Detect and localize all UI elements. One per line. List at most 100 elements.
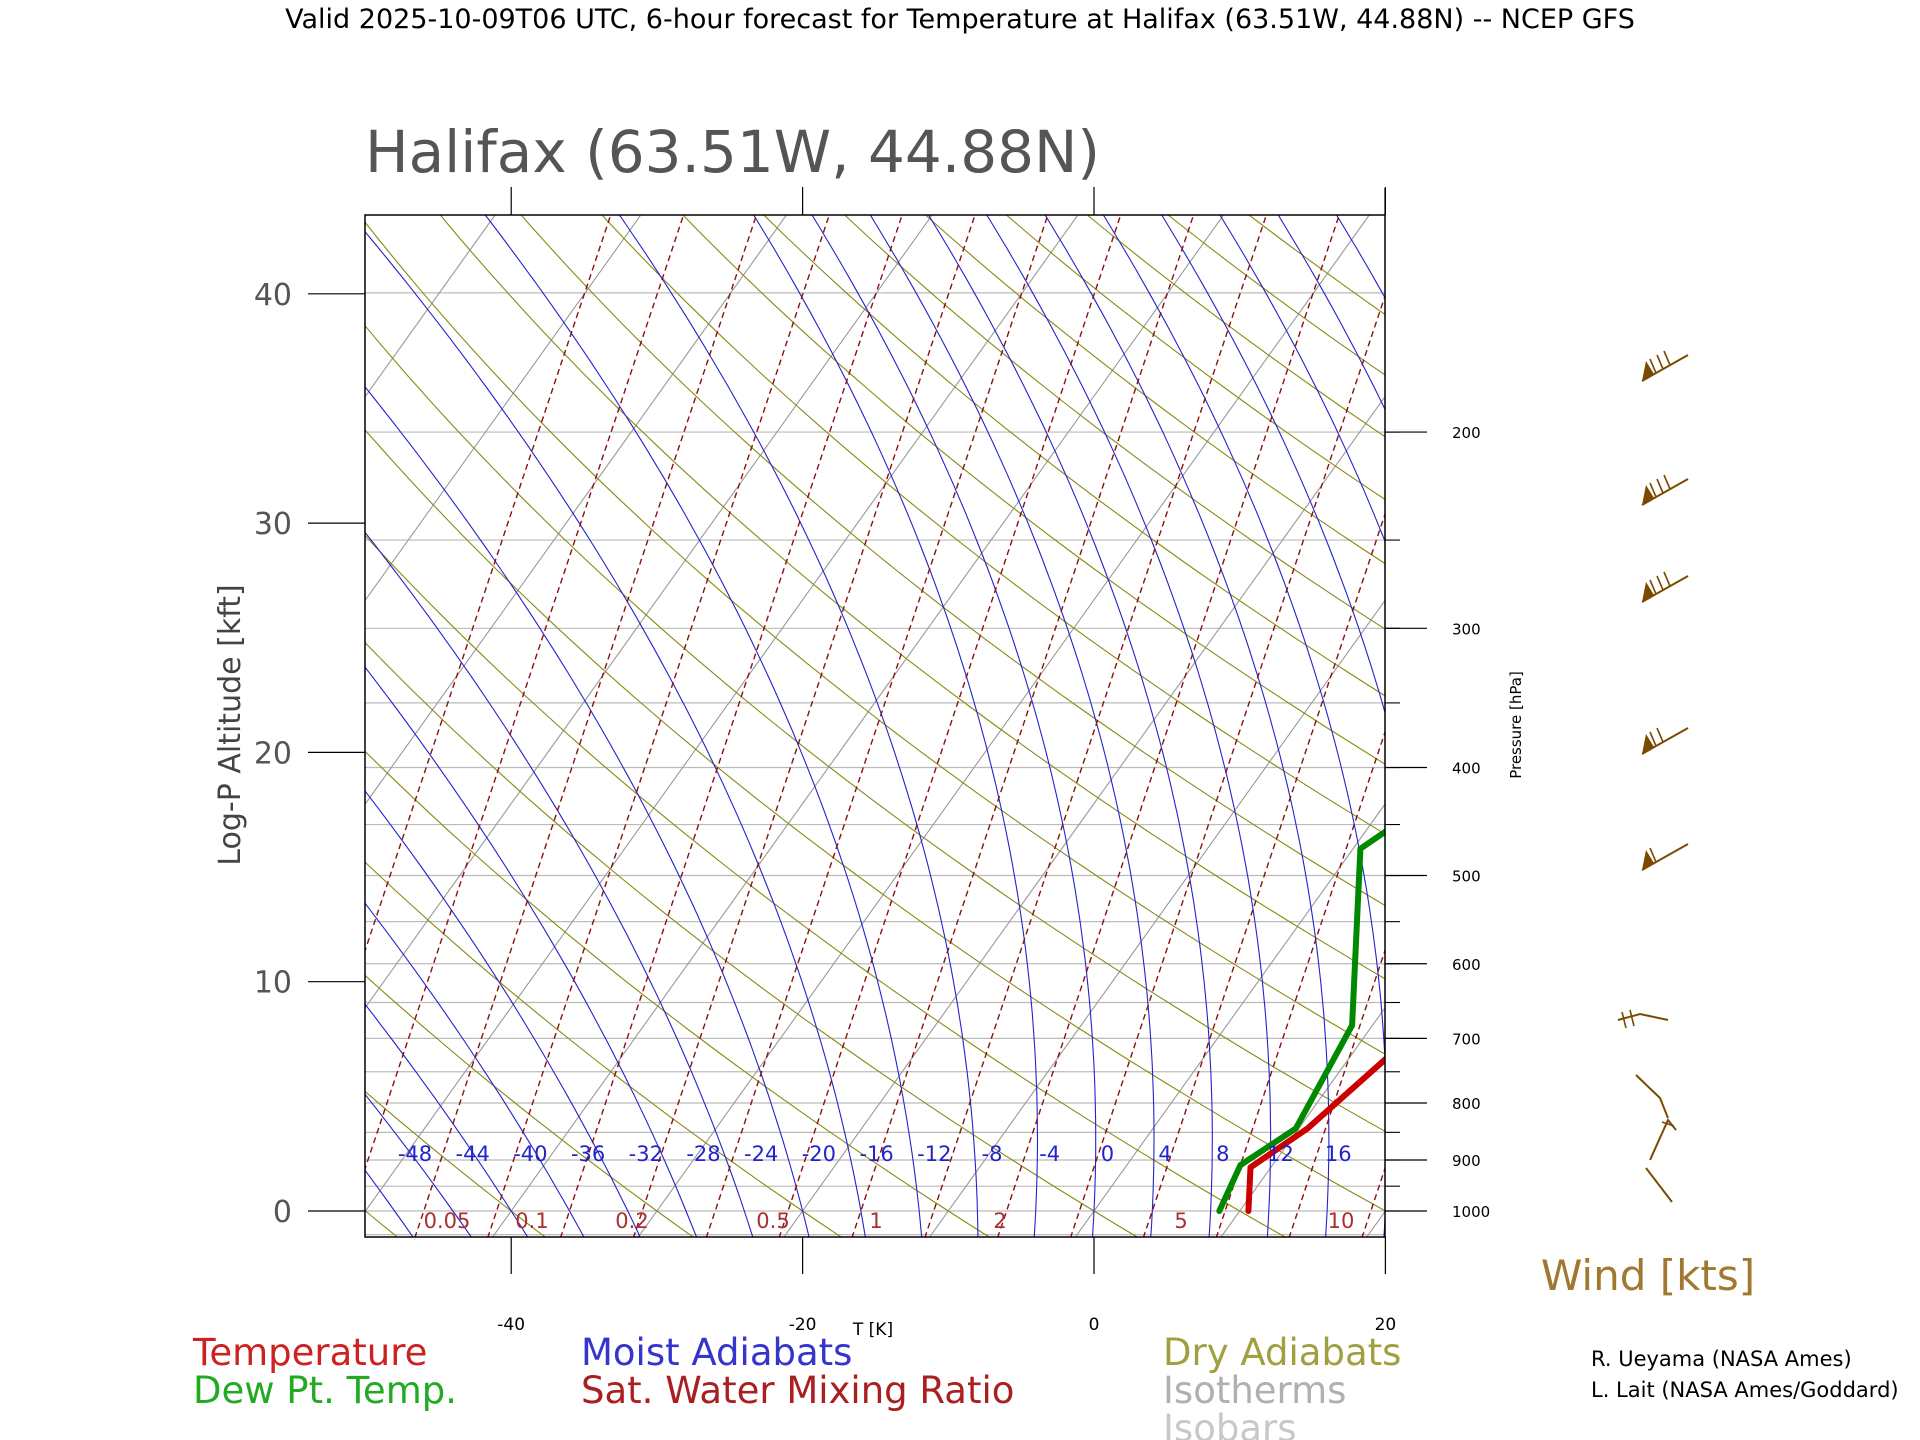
dry-adiabat xyxy=(843,215,1385,630)
wind-barb-feather xyxy=(1656,478,1664,494)
chart-title: Halifax (63.51W, 44.88N) xyxy=(365,118,1100,186)
dry-adiabat xyxy=(365,974,695,1237)
mixing-ratio-line xyxy=(365,215,612,953)
isotherm-line xyxy=(1498,156,1920,1257)
moist-adiabat-label: 0 xyxy=(1101,1142,1114,1166)
isotherm-line xyxy=(365,215,788,806)
moist-adiabat-label: -20 xyxy=(802,1142,836,1166)
wind-barb-staff xyxy=(1641,843,1689,871)
mixing-ratio-line xyxy=(1428,156,1796,1257)
dry-adiabat xyxy=(601,215,1385,835)
isotherm-line xyxy=(1366,1210,1385,1237)
wind-barb-low xyxy=(1617,1009,1677,1203)
mixing-ratio-line xyxy=(487,215,831,1237)
inline-labels: -48 -44 -40 -36 -32 -28 -24 -20 -16 -12 -8 -4 0 4 8 12 1… xyxy=(398,1142,1355,1233)
mixing-ratio-label: 0.5 xyxy=(756,1209,789,1233)
moist-adiabat-label: 4 xyxy=(1158,1142,1171,1166)
wind-barb-feather xyxy=(1649,847,1657,863)
wind-barb-staff xyxy=(1635,1074,1669,1119)
moist-adiabat-label: -16 xyxy=(859,1142,893,1166)
moist-adiabat xyxy=(1219,215,1385,543)
x-axis-label: T [K] xyxy=(852,1320,893,1340)
x-tick-label: 0 xyxy=(1089,1315,1100,1335)
sounding-curves xyxy=(1216,828,1385,1214)
wind-barb-staff xyxy=(1641,354,1689,382)
wind-barb-feather xyxy=(1663,350,1671,366)
wind-title: Wind [kts] xyxy=(1541,1251,1755,1300)
dry-adiabat xyxy=(365,534,1287,1237)
moist-adiabat-label: 12 xyxy=(1267,1142,1294,1166)
moist-adiabat xyxy=(1161,215,1385,715)
wind-barb-staff xyxy=(1641,727,1689,755)
moist-adiabat xyxy=(869,215,1155,1237)
pressure-tick-label: 800 xyxy=(1452,1095,1481,1113)
wind-barb-feather xyxy=(1649,731,1657,747)
dry-adiabat xyxy=(439,215,1385,980)
moist-adiabat xyxy=(484,215,923,1237)
wind-barbs xyxy=(1617,350,1689,1203)
dry-adiabat xyxy=(924,215,1385,565)
moist-adiabat xyxy=(0,156,368,1257)
isotherm-line xyxy=(929,599,1385,1237)
pressure-tick-label: 400 xyxy=(1452,760,1481,778)
dry-adiabat xyxy=(763,215,1385,697)
mixing-ratio-line xyxy=(1142,511,1385,1237)
wind-barb-feather xyxy=(1656,727,1664,743)
moist-adiabat xyxy=(365,666,698,1237)
wind-barb-staff xyxy=(1641,575,1689,603)
legend-mixing-ratio: Sat. Water Mixing Ratio xyxy=(581,1369,1014,1412)
plot-frame xyxy=(364,214,1386,1238)
wind-barb-staff xyxy=(1617,1012,1669,1021)
background-lines xyxy=(0,156,1920,1257)
isotherm-line xyxy=(365,215,496,398)
y-tick-label: 30 xyxy=(254,507,292,542)
wind-barb-staff xyxy=(1641,478,1689,506)
mixing-ratio-line xyxy=(851,215,1195,1237)
pressure-tick-label: 600 xyxy=(1452,956,1481,974)
moist-adiabat xyxy=(365,385,810,1237)
pressure-tick-label: 500 xyxy=(1452,868,1481,886)
dry-adiabat xyxy=(1167,215,1385,376)
legend-isotherms: Isotherms xyxy=(1163,1369,1346,1412)
isotherm-line xyxy=(783,395,1385,1237)
mixing-ratio-line xyxy=(1215,729,1385,1237)
mixing-ratio-label: 0.05 xyxy=(424,1209,471,1233)
y-tick-label: 10 xyxy=(254,966,292,1001)
dry-adiabat xyxy=(1005,215,1385,501)
mixing-ratio-line xyxy=(365,215,685,1171)
x-tick-label: -40 xyxy=(497,1315,525,1335)
isotherm-line xyxy=(491,215,1225,1237)
credit-line-2: L. Lait (NASA Ames/Goddard) xyxy=(1591,1378,1899,1402)
wind-barb xyxy=(1641,350,1689,382)
wind-barb-feather xyxy=(1621,1011,1627,1029)
mixing-ratio-line xyxy=(1361,1166,1385,1237)
moist-adiabat-label: -12 xyxy=(917,1142,951,1166)
moist-adiabat xyxy=(365,1003,529,1237)
dry-adiabat xyxy=(365,641,1139,1237)
pressure-tick-label: 200 xyxy=(1452,424,1481,442)
dry-adiabat xyxy=(365,750,991,1237)
mixing-ratio-line xyxy=(414,215,758,1237)
wind-barb-pennant xyxy=(1642,582,1654,602)
moist-adiabat-label: -44 xyxy=(456,1142,490,1166)
moist-adiabat-label: -48 xyxy=(398,1142,432,1166)
mixing-ratio-line xyxy=(705,215,1049,1237)
wind-barb-pennant xyxy=(1642,361,1654,381)
mixing-ratio-label: 0.1 xyxy=(515,1209,548,1233)
wind-barb-pennant xyxy=(1642,850,1654,870)
dry-adiabat xyxy=(1248,215,1385,316)
mixing-ratio-line xyxy=(997,215,1340,1237)
wind-barb-feather xyxy=(1649,482,1657,498)
mixing-ratio-label: 0.2 xyxy=(615,1209,648,1233)
moist-adiabat-label: -8 xyxy=(982,1142,1003,1166)
mixing-ratio-label: 5 xyxy=(1174,1209,1187,1233)
x-tick-label: -20 xyxy=(789,1315,817,1335)
moist-adiabat-label: -28 xyxy=(686,1142,720,1166)
wind-barb-feather xyxy=(1649,358,1657,374)
dry-adiabat xyxy=(365,221,1385,1055)
dry-adiabat xyxy=(365,1090,547,1237)
mixing-ratio-line xyxy=(632,215,976,1237)
mixing-ratio-label: 10 xyxy=(1328,1209,1355,1233)
page-title: Valid 2025-10-09T06 UTC, 6-hour forecast… xyxy=(285,4,1635,35)
